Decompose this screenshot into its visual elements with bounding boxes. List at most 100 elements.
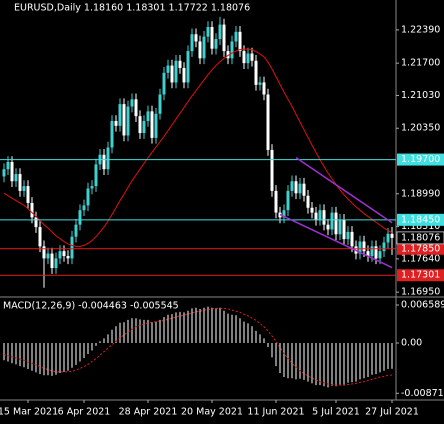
- candle-body: [70, 236, 74, 259]
- level-label-box: [397, 269, 444, 282]
- candle-body: [222, 24, 226, 52]
- candle-body: [86, 188, 90, 206]
- moving-average: [3, 48, 393, 247]
- candle-body: [198, 41, 202, 59]
- candle-body: [370, 246, 374, 256]
- candle-body: [306, 195, 310, 208]
- y-tick-label: 1.20350: [401, 123, 440, 134]
- candle-body: [90, 186, 94, 189]
- current-price-label: 1.18076: [401, 232, 440, 243]
- candle-body: [58, 251, 62, 259]
- candle-body: [378, 251, 382, 259]
- candle-body: [194, 34, 198, 42]
- candle-body: [126, 106, 130, 136]
- candle-body: [310, 207, 314, 213]
- chart-title: EURUSD,Daily 1.18160 1.18301 1.17722 1.1…: [14, 3, 250, 14]
- candle-body: [178, 60, 182, 68]
- candle-body: [226, 51, 230, 59]
- candle-body: [274, 190, 278, 213]
- candle-body: [366, 251, 370, 256]
- candle-body: [34, 217, 38, 228]
- macd-y-tick-label: 0.006589: [401, 299, 444, 310]
- x-tick-label: 20 May 2021: [181, 407, 243, 418]
- candle-body: [250, 53, 254, 61]
- x-tick-label: 6 Apr 2021: [58, 407, 111, 418]
- candle-body: [74, 224, 78, 237]
- macd-y-tick-label: 0.00: [401, 338, 422, 349]
- y-tick-label: 1.16950: [401, 287, 440, 298]
- candle-body: [234, 31, 238, 42]
- x-tick-label: 27 Jul 2021: [365, 407, 419, 418]
- candle-body: [130, 99, 134, 107]
- candle-body: [66, 255, 70, 259]
- candle-body: [302, 183, 306, 196]
- candle-body: [26, 186, 30, 203]
- macd-signal: [3, 307, 393, 386]
- candle-body: [30, 202, 34, 218]
- candle-body: [182, 67, 186, 83]
- candle-body: [358, 241, 362, 254]
- candle-body: [38, 227, 42, 247]
- level-label: 1.17301: [401, 270, 440, 281]
- candle-body: [270, 149, 274, 191]
- candle-body: [334, 212, 338, 235]
- candle-body: [210, 26, 214, 49]
- candle-body: [330, 212, 334, 230]
- candle-body: [78, 210, 82, 225]
- macd-y-tick-label: -0.008718: [401, 388, 444, 399]
- candle-body: [362, 241, 366, 252]
- candle-body: [326, 224, 330, 230]
- candle-body: [350, 231, 354, 247]
- candle-body: [174, 60, 178, 83]
- y-tick-label: 1.21030: [401, 90, 440, 101]
- x-tick-label: 5 Jul 2021: [312, 407, 360, 418]
- candle-body: [290, 181, 294, 191]
- candle-body: [10, 161, 14, 182]
- level-label-box: [397, 242, 444, 255]
- candle-body: [318, 210, 322, 220]
- candle-body: [298, 183, 302, 194]
- level-label-box: [397, 153, 444, 166]
- candle-body: [134, 99, 138, 117]
- candle-body: [110, 121, 114, 148]
- candle-body: [42, 246, 46, 259]
- candle-body: [46, 253, 50, 259]
- x-tick-label: 28 Apr 2021: [119, 407, 178, 418]
- candle-body: [18, 174, 22, 191]
- trendline: [279, 213, 393, 269]
- level-label: 1.18450: [401, 214, 440, 225]
- candle-body: [230, 41, 234, 59]
- candle-body: [202, 36, 206, 59]
- candle-body: [282, 210, 286, 218]
- candle-body: [50, 253, 54, 269]
- candle-body: [214, 39, 218, 49]
- candle-body: [138, 116, 142, 134]
- candle-body: [266, 94, 270, 150]
- candle-body: [386, 233, 390, 243]
- candle-body: [338, 219, 342, 235]
- current-price-box: [396, 231, 444, 245]
- candle-body: [54, 258, 58, 269]
- candle-body: [262, 82, 266, 95]
- candle-body: [258, 82, 262, 85]
- candle-body: [142, 121, 146, 134]
- y-tick-label: 1.18990: [401, 188, 440, 199]
- candle-body: [22, 186, 26, 191]
- candle-body: [158, 94, 162, 114]
- candle-body: [186, 51, 190, 83]
- candle-body: [218, 24, 222, 40]
- candle-body: [122, 104, 126, 136]
- candle-body: [2, 169, 6, 177]
- candle-body: [154, 113, 158, 138]
- candle-body: [62, 251, 66, 256]
- candle-body: [322, 210, 326, 225]
- candle-body: [102, 154, 106, 170]
- y-tick-label: 1.17640: [401, 253, 440, 264]
- macd-title: MACD(12,26,9) -0.004463 -0.005545: [3, 301, 179, 312]
- trendline: [295, 157, 393, 224]
- candle-body: [346, 231, 350, 240]
- candle-body: [162, 72, 166, 95]
